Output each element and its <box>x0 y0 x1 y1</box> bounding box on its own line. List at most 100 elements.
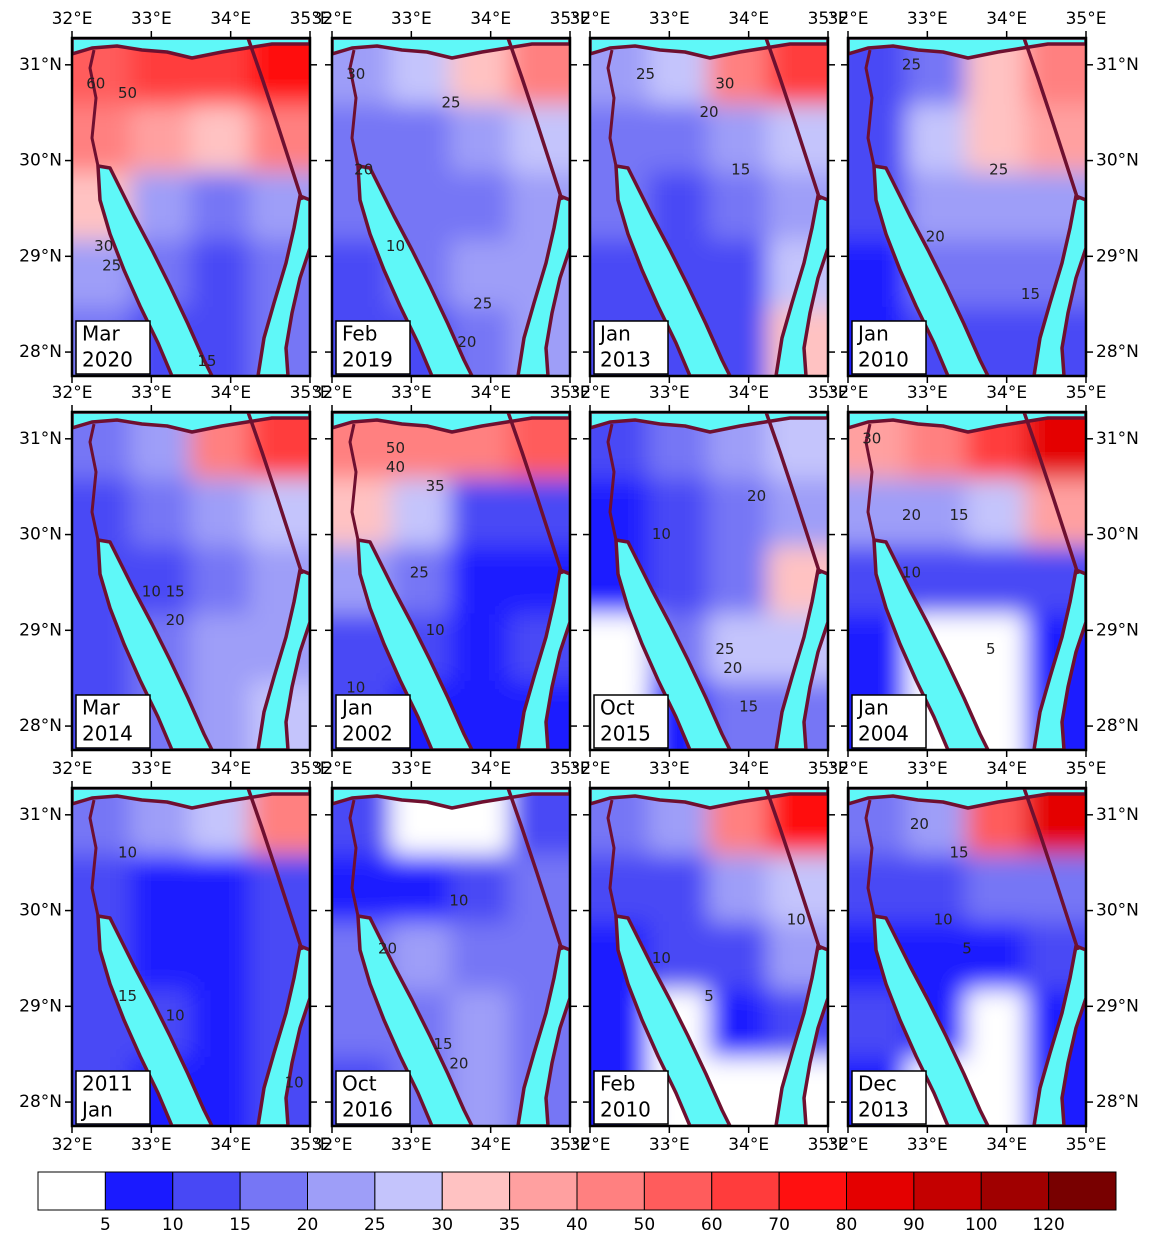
contour-label: 10 <box>426 621 445 639</box>
field-cell <box>190 614 252 684</box>
x-tick-label: 33°E <box>131 1135 172 1155</box>
field-cell <box>450 614 512 684</box>
field-cell <box>190 105 252 175</box>
colorbar-label: 100 <box>965 1215 997 1235</box>
panel-label: Jan <box>598 322 631 346</box>
contour-label: 10 <box>285 1073 304 1091</box>
panel-label: Oct <box>342 1072 377 1096</box>
contour-label: 20 <box>166 611 185 629</box>
x-tick-label: 33°E <box>907 383 948 403</box>
x-tick-label: 35°E <box>1066 9 1107 29</box>
y-tick-label: 28°N <box>1096 716 1139 736</box>
contour-label: 20 <box>699 103 718 121</box>
x-tick-label: 33°E <box>649 383 690 403</box>
y-tick-label: 28°N <box>1096 1092 1139 1112</box>
field-cell <box>131 105 193 175</box>
map-panel: 2015105Dec201332°E32°E33°E33°E34°E34°E35… <box>823 759 1139 1155</box>
y-tick-label: 30°N <box>19 151 62 171</box>
contour-label: 50 <box>386 439 405 457</box>
field-cell <box>450 479 512 549</box>
x-tick-label: 34°E <box>986 1135 1027 1155</box>
contour-label: 25 <box>441 94 460 112</box>
x-tick-label: 34°E <box>470 759 511 779</box>
colorbar-label: 30 <box>431 1215 453 1235</box>
contour-label: 25 <box>902 55 921 73</box>
y-tick-label: 28°N <box>19 342 62 362</box>
contour-label: 15 <box>1021 285 1040 303</box>
y-tick-label: 31°N <box>19 429 62 449</box>
contour-label: 60 <box>86 74 105 92</box>
contour-label: 15 <box>950 844 969 862</box>
x-tick-label: 34°E <box>470 9 511 29</box>
field-cell <box>823 479 909 549</box>
colorbar-swatch <box>308 1172 375 1210</box>
x-tick-label: 33°E <box>131 759 172 779</box>
contour-label: 40 <box>386 458 405 476</box>
y-tick-label: 31°N <box>1096 55 1139 75</box>
panel-label: 2010 <box>600 1098 651 1122</box>
contour-label: 20 <box>449 1054 468 1072</box>
y-tick-label: 30°N <box>1096 151 1139 171</box>
field-cell <box>307 105 393 175</box>
colorbar-label: 80 <box>836 1215 858 1235</box>
panel-label: Jan <box>340 696 373 720</box>
y-tick-label: 30°N <box>19 525 62 545</box>
contour-label: 30 <box>346 65 365 83</box>
x-tick-label: 33°E <box>391 1135 432 1155</box>
y-tick-label: 28°N <box>19 716 62 736</box>
x-tick-label: 33°E <box>391 383 432 403</box>
map-panel: 25302015Jan201332°E33°E34°E35°E <box>565 9 853 401</box>
y-tick-label: 28°N <box>19 1092 62 1112</box>
contour-label: 10 <box>449 891 468 909</box>
x-tick-label: 34°E <box>728 383 769 403</box>
colorbar-swatch <box>644 1172 711 1210</box>
contour-label: 10 <box>652 525 671 543</box>
contour-label: 10 <box>934 911 953 929</box>
colorbar-label: 60 <box>701 1215 723 1235</box>
contour-label: 25 <box>473 295 492 313</box>
field-cell <box>907 105 969 175</box>
x-tick-label: 32°E <box>828 383 869 403</box>
colorbar-swatch <box>105 1172 172 1210</box>
y-tick-label: 29°N <box>1096 620 1139 640</box>
colorbar-swatch <box>442 1172 509 1210</box>
contour-label: 25 <box>102 256 121 274</box>
map-panel: 10510Feb201032°E32°E33°E33°E34°E34°E35°E… <box>565 759 853 1155</box>
x-tick-label: 33°E <box>907 1135 948 1155</box>
panel-label: 2015 <box>600 722 651 746</box>
contour-label: 15 <box>118 987 137 1005</box>
x-tick-label: 34°E <box>470 383 511 403</box>
colorbar-swatch <box>510 1172 577 1210</box>
map-panel: 25252015Jan201032°E33°E34°E35°E28°N29°N3… <box>823 9 1139 401</box>
colorbar-swatch <box>779 1172 846 1210</box>
x-tick-label: 34°E <box>728 1135 769 1155</box>
x-tick-label: 32°E <box>828 1135 869 1155</box>
contour-label: 10 <box>902 563 921 581</box>
y-tick-label: 31°N <box>1096 429 1139 449</box>
field-cell <box>708 240 770 310</box>
contour-label: 20 <box>910 815 929 833</box>
colorbar-swatch <box>38 1172 105 1210</box>
field-cell <box>190 922 252 992</box>
colorbar-label: 40 <box>566 1215 588 1235</box>
figure: 60 50 30 25 15 Mar 20 20 32°E 33°E 34°E 35°E 28°N 29°… <box>0 0 1155 1240</box>
field-cell <box>768 855 854 925</box>
x-tick-label: 32°E <box>570 383 611 403</box>
panel-label: Mar <box>82 322 121 346</box>
field-cell <box>823 105 909 175</box>
x-tick-label: 33°E <box>131 383 172 403</box>
field-cell <box>649 855 711 925</box>
field-cell <box>966 240 1028 310</box>
colorbar-label: 70 <box>768 1215 790 1235</box>
colorbar-swatch <box>1049 1172 1116 1210</box>
contour-label: 15 <box>434 1035 453 1053</box>
panel-label: 2019 <box>342 348 393 372</box>
field-cell <box>565 105 651 175</box>
colorbar-label: 15 <box>229 1215 251 1235</box>
map-panel: 101520Mar201432°E33°E34°E35°E28°N29°N30°… <box>19 383 335 775</box>
colorbar-swatch <box>847 1172 914 1210</box>
panel-label: Mar <box>82 696 121 720</box>
contour-label: 10 <box>346 678 365 696</box>
field-cell <box>708 172 770 242</box>
